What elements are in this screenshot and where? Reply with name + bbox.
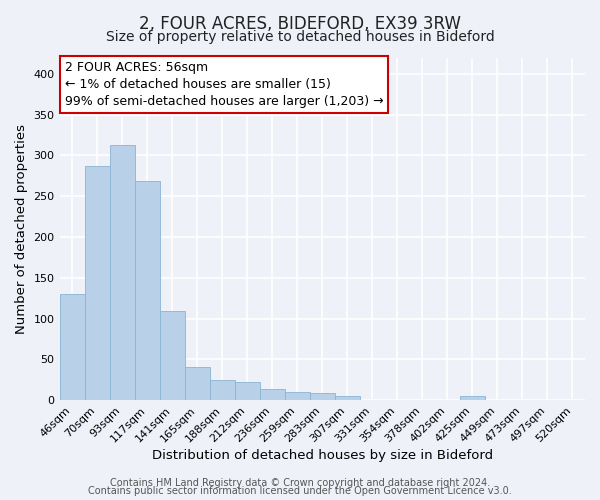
Bar	[335, 396, 360, 400]
Bar	[185, 368, 209, 400]
X-axis label: Distribution of detached houses by size in Bideford: Distribution of detached houses by size …	[152, 450, 493, 462]
Text: 2, FOUR ACRES, BIDEFORD, EX39 3RW: 2, FOUR ACRES, BIDEFORD, EX39 3RW	[139, 15, 461, 33]
Bar	[285, 392, 310, 400]
Bar	[460, 396, 485, 400]
Bar	[235, 382, 260, 400]
Bar	[260, 390, 285, 400]
Bar	[209, 380, 235, 400]
Text: Contains public sector information licensed under the Open Government Licence v3: Contains public sector information licen…	[88, 486, 512, 496]
Bar	[85, 166, 110, 400]
Bar	[310, 393, 335, 400]
Bar	[59, 294, 85, 400]
Bar	[134, 182, 160, 400]
Bar	[160, 311, 185, 400]
Text: Contains HM Land Registry data © Crown copyright and database right 2024.: Contains HM Land Registry data © Crown c…	[110, 478, 490, 488]
Bar	[110, 145, 134, 400]
Text: Size of property relative to detached houses in Bideford: Size of property relative to detached ho…	[106, 30, 494, 44]
Text: 2 FOUR ACRES: 56sqm
← 1% of detached houses are smaller (15)
99% of semi-detache: 2 FOUR ACRES: 56sqm ← 1% of detached hou…	[65, 61, 383, 108]
Y-axis label: Number of detached properties: Number of detached properties	[15, 124, 28, 334]
